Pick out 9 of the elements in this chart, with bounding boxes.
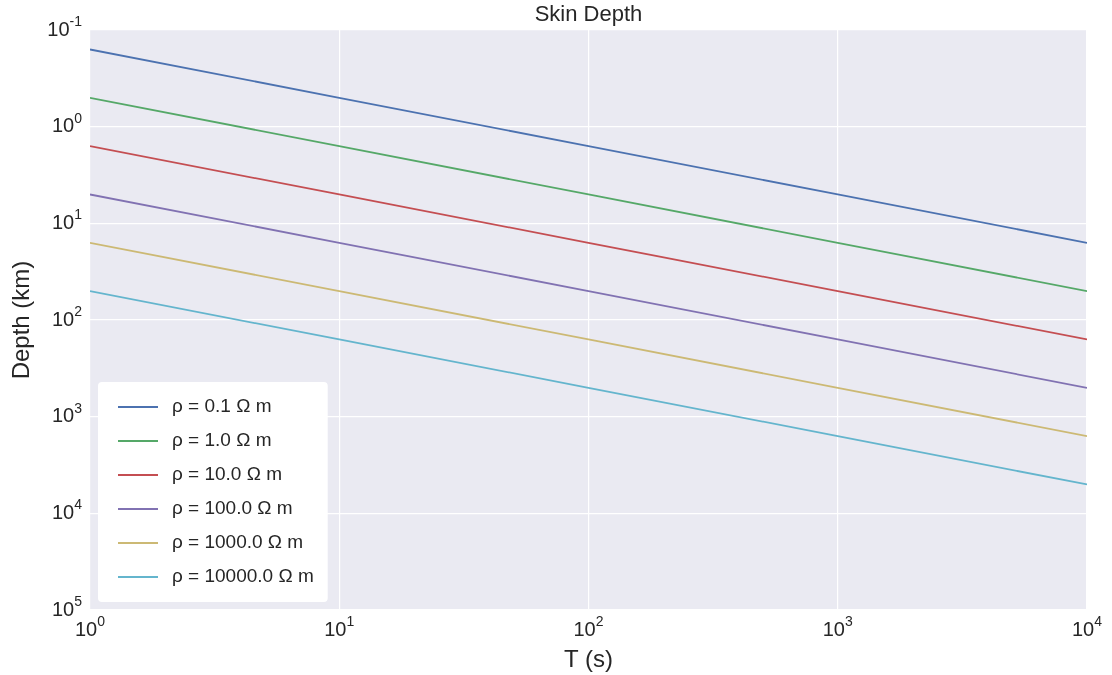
y-axis-title: Depth (km): [6, 260, 34, 380]
x-axis-title: T (s): [564, 644, 613, 672]
legend-label: ρ = 1000.0 Ω m: [172, 531, 304, 553]
legend-label: ρ = 100.0 Ω m: [172, 497, 293, 519]
legend-label: ρ = 0.1 Ω m: [172, 395, 272, 417]
legend-label: ρ = 10000.0 Ω m: [172, 565, 314, 587]
chart-title: Skin Depth: [534, 1, 643, 27]
legend-label: ρ = 1.0 Ω m: [172, 429, 272, 451]
legend-label: ρ = 10.0 Ω m: [172, 463, 283, 485]
